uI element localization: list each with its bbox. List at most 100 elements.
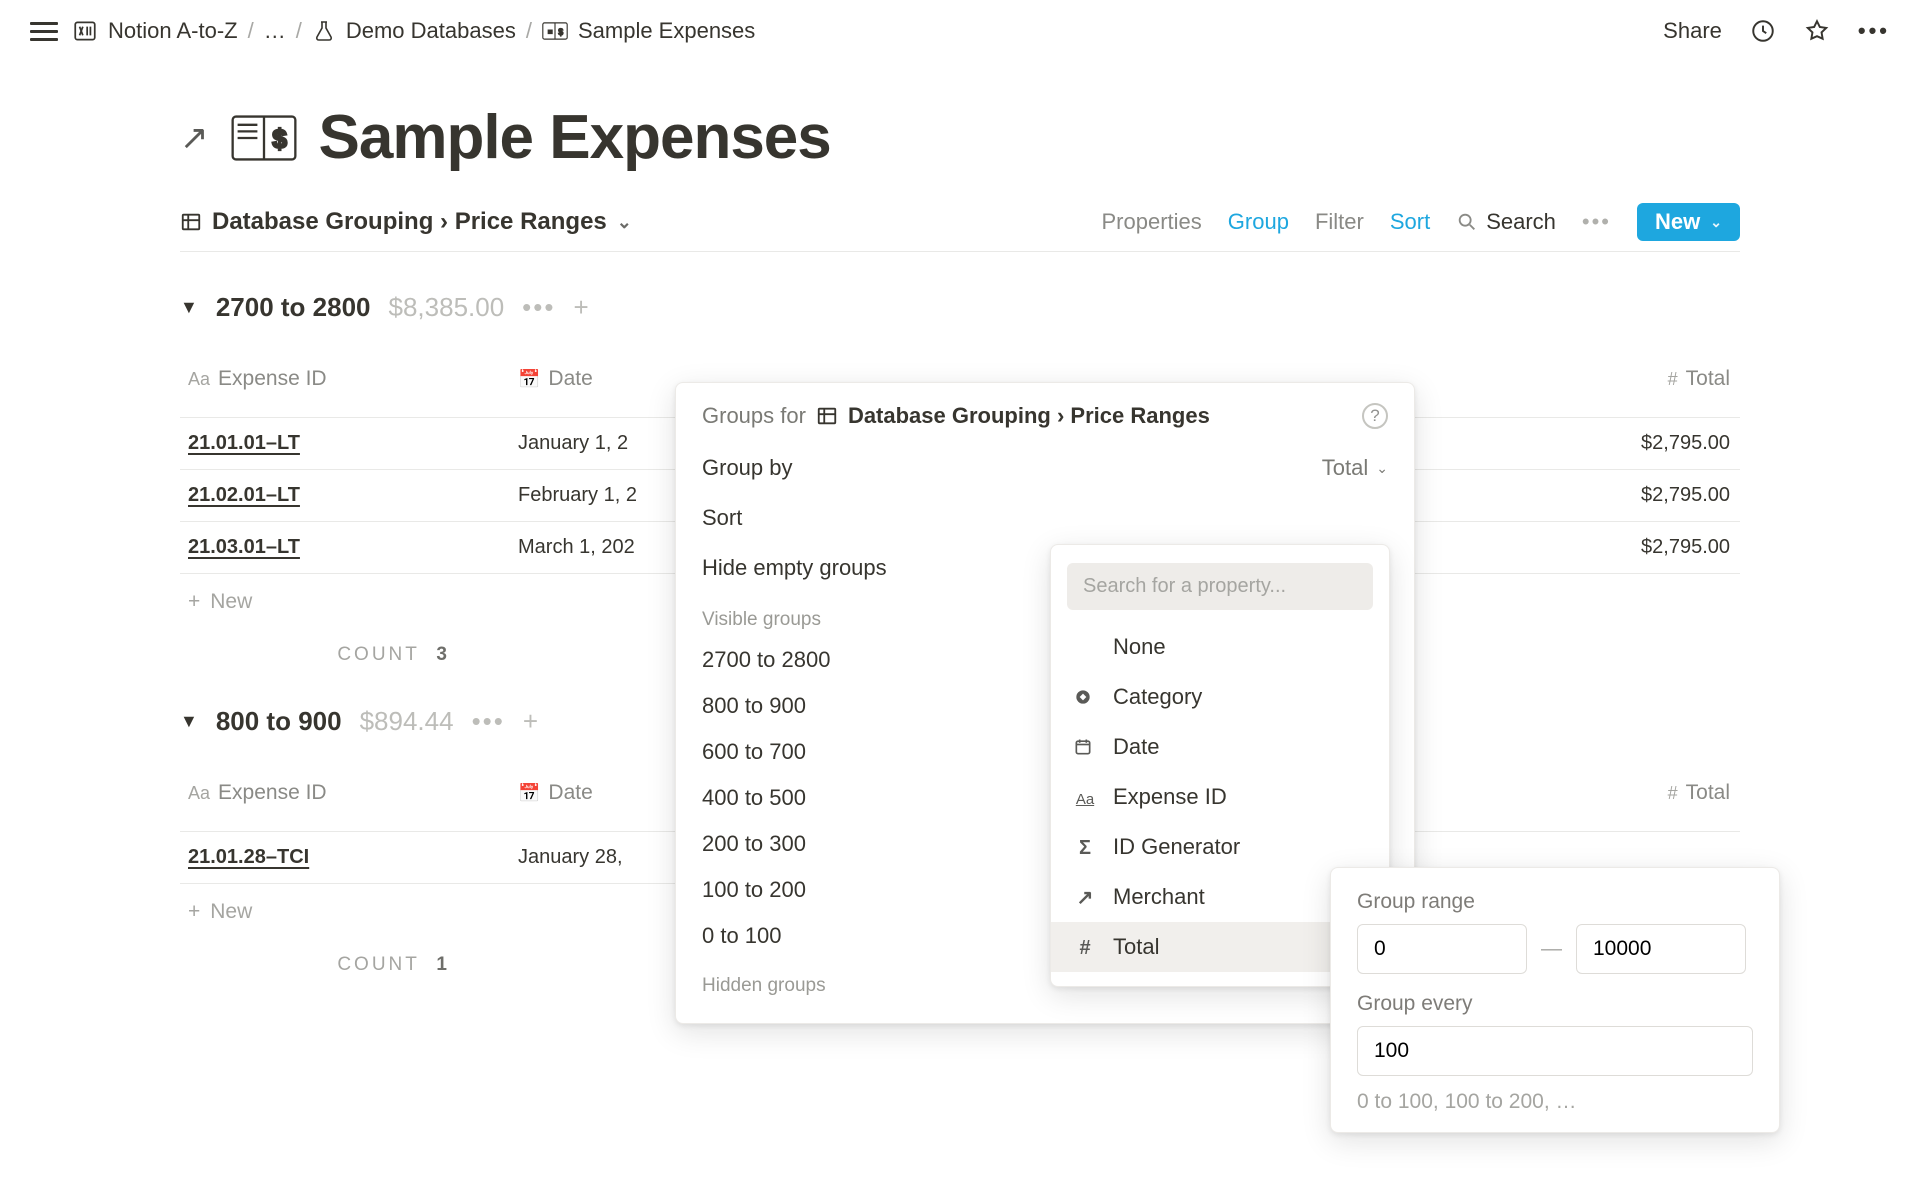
text-icon: Aa [1073,784,1097,810]
col-expense-id[interactable]: AaExpense ID [180,353,510,405]
property-item-label: Total [1113,934,1159,960]
disclosure-triangle-icon[interactable]: ▼ [180,711,198,732]
category-icon [1073,687,1097,707]
open-as-page-icon[interactable]: ↗ [180,118,209,158]
favorite-icon[interactable] [1804,18,1830,44]
breadcrumb-ellipsis[interactable]: … [264,18,286,44]
sort-label: Sort [702,505,742,531]
sort-button[interactable]: Sort [1390,209,1430,235]
chevron-down-icon: ⌄ [617,212,632,233]
cell-expense-id[interactable]: 21.01.01–LT [180,418,510,469]
workspace-icon [72,18,98,44]
properties-button[interactable]: Properties [1102,209,1202,235]
property-item[interactable]: Aa Expense ID [1051,772,1389,822]
view-more-icon[interactable]: ••• [1582,209,1611,235]
new-button[interactable]: New ⌄ [1637,203,1740,241]
range-dash: — [1541,937,1562,961]
updates-icon[interactable] [1750,18,1776,44]
breadcrumb-separator: / [526,18,532,44]
col-expense-id[interactable]: AaExpense ID [180,767,510,819]
property-item-label: None [1113,634,1166,660]
chevron-down-icon: ⌄ [1710,214,1722,231]
col-total[interactable]: #Total [1520,353,1740,405]
number-icon: # [1073,934,1097,960]
filter-button[interactable]: Filter [1315,209,1364,235]
property-item[interactable]: Category [1051,672,1389,722]
property-item-label: Merchant [1113,884,1205,910]
disclosure-triangle-icon[interactable]: ▼ [180,297,198,318]
formula-icon: Σ [1073,834,1097,860]
property-item[interactable]: Σ ID Generator [1051,822,1389,872]
property-item-label: Category [1113,684,1202,710]
range-min-input[interactable] [1357,924,1527,974]
more-icon[interactable]: ••• [1858,18,1890,44]
svg-text:$: $ [272,123,287,153]
breadcrumb-parent[interactable]: Demo Databases [346,18,516,44]
group-every-label: Group every [1357,992,1753,1016]
group-more-icon[interactable]: ••• [522,292,555,323]
cell-expense-id[interactable]: 21.01.28–TCI [180,832,510,883]
view-name-label: Database Grouping › Price Ranges [212,208,607,236]
property-search-input[interactable] [1067,563,1373,610]
plus-icon: + [188,590,200,614]
svg-text:≡: ≡ [548,27,553,36]
page-title[interactable]: Sample Expenses [319,102,831,173]
group-title[interactable]: 800 to 900 [216,706,342,737]
group-every-input[interactable] [1357,1026,1753,1076]
page: ↗ $ Sample Expenses Database Grouping › … [0,62,1920,976]
breadcrumb: Notion A-to-Z / … / Demo Databases / ≡$ … [72,18,755,44]
menu-icon[interactable] [30,22,58,41]
breadcrumb-separator: / [248,18,254,44]
groups-for-label: Groups for [702,403,806,429]
property-item[interactable]: Date [1051,722,1389,772]
search-button[interactable]: Search [1456,209,1556,235]
plus-icon: + [188,900,200,924]
group-more-icon[interactable]: ••• [472,706,505,737]
cell-total[interactable]: $2,795.00 [1520,470,1740,521]
group-by-label: Group by [702,455,793,481]
group-button[interactable]: Group [1228,209,1289,235]
topbar: Notion A-to-Z / … / Demo Databases / ≡$ … [0,0,1920,62]
range-preview: 0 to 100, 100 to 200, … [1357,1090,1753,1114]
group-by-row[interactable]: Group by Total ⌄ [702,443,1388,493]
group-add-icon[interactable]: + [573,292,588,323]
property-item-label: ID Generator [1113,834,1240,860]
groups-for-viewname: Database Grouping › Price Ranges [848,403,1210,429]
share-button[interactable]: Share [1663,18,1722,44]
group-title[interactable]: 2700 to 2800 [216,292,371,323]
group-add-icon[interactable]: + [523,706,538,737]
breadcrumb-root[interactable]: Notion A-to-Z [108,18,238,44]
col-total[interactable]: #Total [1520,767,1740,819]
help-icon[interactable]: ? [1362,403,1388,429]
hide-empty-label: Hide empty groups [702,555,887,581]
cell-total[interactable]: $2,795.00 [1520,522,1740,573]
breadcrumb-current[interactable]: Sample Expenses [578,18,755,44]
property-item-label: Date [1113,734,1159,760]
ledger-icon: ≡$ [542,20,568,42]
chevron-down-icon: ⌄ [1376,460,1388,477]
cell-expense-id[interactable]: 21.02.01–LT [180,470,510,521]
view-toolbar: Properties Group Filter Sort Search ••• … [1102,203,1741,241]
page-icon[interactable]: $ [231,112,297,164]
cell-total[interactable]: $2,795.00 [1520,418,1740,469]
cell-expense-id[interactable]: 21.03.01–LT [180,522,510,573]
new-button-label: New [1655,209,1700,235]
view-selector[interactable]: Database Grouping › Price Ranges ⌄ [180,208,632,236]
group-range-label: Group range [1357,890,1753,914]
date-icon [1073,737,1097,757]
property-item[interactable]: None [1051,622,1389,672]
count-label: COUNT 3 [180,644,510,666]
group-sum: $8,385.00 [389,292,505,323]
relation-icon: ↗ [1073,884,1097,910]
svg-text:$: $ [558,27,563,37]
breadcrumb-separator: / [296,18,302,44]
title-row: ↗ $ Sample Expenses [180,102,1740,173]
sort-row[interactable]: Sort [702,493,1388,543]
range-max-input[interactable] [1576,924,1746,974]
group-by-value: Total [1322,455,1368,481]
property-item-label: Expense ID [1113,784,1227,810]
view-bar: Database Grouping › Price Ranges ⌄ Prope… [180,203,1740,252]
topbar-actions: Share ••• [1663,18,1890,44]
group-header: ▼ 2700 to 2800 $8,385.00 ••• + [180,292,1740,323]
group-sum: $894.44 [360,706,454,737]
